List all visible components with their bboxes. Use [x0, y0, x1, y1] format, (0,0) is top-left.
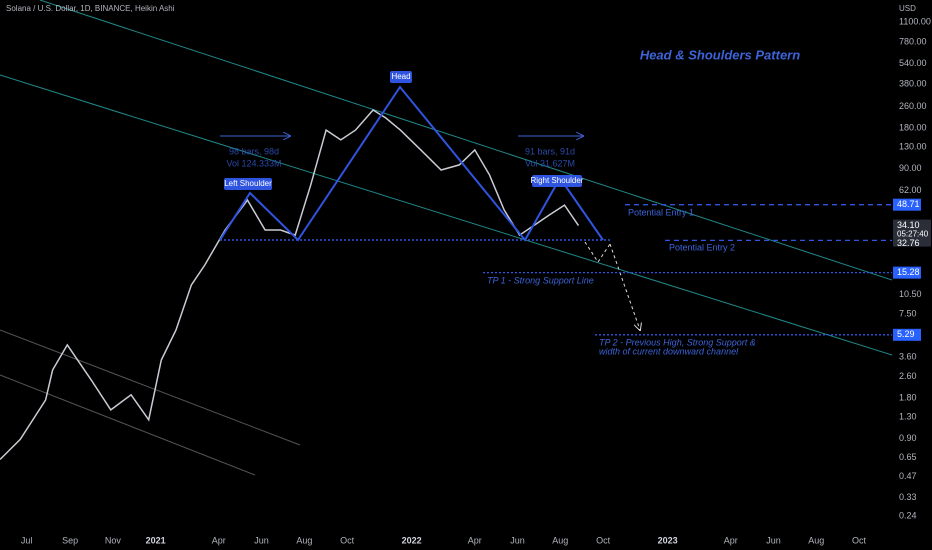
y-tick-label: 0.65	[899, 452, 917, 462]
x-tick-label: Jun	[766, 535, 781, 545]
y-tick-label: 780.00	[899, 36, 927, 46]
pattern-title: Head & Shoulders Pattern	[640, 47, 800, 62]
x-tick-label: Sep	[62, 535, 78, 545]
y-tick-label: 1.30	[899, 411, 917, 421]
y-tick-label: 540.00	[899, 58, 927, 68]
countdown: 05:27:40	[897, 230, 929, 239]
measure-text: 91 bars, 91d	[525, 146, 575, 156]
tp2-label: width of current downward channel	[599, 346, 739, 356]
level-box	[893, 198, 921, 211]
channels	[0, 0, 893, 476]
last-price: 34.10	[897, 220, 920, 230]
x-tick-label: 2023	[658, 535, 678, 545]
y-tick-label: 180.00	[899, 122, 927, 132]
x-tick-label: Apr	[724, 535, 738, 545]
y-tick-label: 3.60	[899, 352, 917, 362]
y-tick-label: 380.00	[899, 79, 927, 89]
measure-text: 98 bars, 98d	[229, 146, 279, 156]
right-shoulder-label: Right Shoulder	[531, 176, 584, 185]
level-value: 48.71	[897, 199, 920, 209]
level-value: 15.28	[897, 267, 920, 277]
left-shoulder-label: Left Shoulder	[224, 179, 272, 188]
last-price-box	[893, 219, 931, 247]
entry-1-label: Potential Entry 1	[628, 207, 694, 217]
y-tick-label: 1.80	[899, 392, 917, 402]
measure-text: Vol 31.627M	[525, 158, 575, 168]
y-tick-label: 260.00	[899, 101, 927, 111]
head-label: Head	[391, 72, 410, 81]
x-tick-label: Apr	[468, 535, 482, 545]
y-tick-label: 7.50	[899, 309, 917, 319]
y-unit: USD	[899, 4, 916, 13]
x-tick-label: Nov	[105, 535, 122, 545]
x-tick-label: Oct	[340, 535, 355, 545]
x-tick-label: Aug	[296, 535, 312, 545]
x-tick-label: Jun	[254, 535, 269, 545]
price-line	[0, 109, 580, 461]
y-tick-label: 10.50	[899, 289, 922, 299]
level-box	[893, 266, 921, 279]
y-tick-label: 0.24	[899, 510, 917, 520]
tp2-label: TP 2 - Previous High, Strong Support &	[599, 337, 756, 347]
y-tick-label: 0.90	[899, 433, 917, 443]
x-tick-label: Aug	[552, 535, 568, 545]
y-tick-label: 90.00	[899, 163, 922, 173]
level-value: 5.29	[897, 329, 915, 339]
price-layer	[0, 109, 580, 461]
y-tick-label: 2.60	[899, 371, 917, 381]
y-tick-label: 62.00	[899, 185, 922, 195]
x-tick-label: Oct	[596, 535, 611, 545]
tags: Head Left Shoulder Right Shoulder	[224, 71, 584, 190]
x-tick-label: Jun	[510, 535, 525, 545]
x-tick-label: Oct	[852, 535, 867, 545]
level-box	[893, 328, 921, 341]
y-tick-label: 130.00	[899, 142, 927, 152]
y-tick-label: 0.33	[899, 492, 917, 502]
second-price: 32.76	[897, 238, 920, 248]
y-tick-label: 1100.00	[899, 16, 931, 26]
entry-2-label: Potential Entry 2	[669, 242, 735, 252]
y-tick-label: 0.47	[899, 471, 917, 481]
x-tick-label: 2021	[146, 535, 166, 545]
chart-title: Solana / U.S. Dollar, 1D, BINANCE, Heiki…	[6, 4, 175, 13]
tp1-label: TP 1 - Strong Support Line	[487, 275, 594, 285]
x-tick-label: Jul	[21, 535, 33, 545]
x-tick-label: 2022	[402, 535, 422, 545]
x-tick-label: Aug	[808, 535, 824, 545]
measure-text: Vol 124.333M	[226, 158, 281, 168]
x-tick-label: Apr	[212, 535, 226, 545]
